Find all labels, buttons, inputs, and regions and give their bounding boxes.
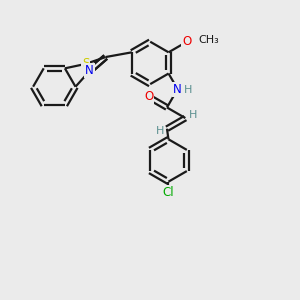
Text: O: O <box>182 35 192 48</box>
Text: CH₃: CH₃ <box>199 34 219 45</box>
Text: N: N <box>173 82 182 96</box>
Text: N: N <box>85 64 94 77</box>
Text: Cl: Cl <box>163 186 174 199</box>
Text: O: O <box>144 90 153 104</box>
Text: H: H <box>184 85 192 95</box>
Text: S: S <box>82 57 89 70</box>
Text: H: H <box>188 110 197 120</box>
Text: H: H <box>155 126 164 136</box>
